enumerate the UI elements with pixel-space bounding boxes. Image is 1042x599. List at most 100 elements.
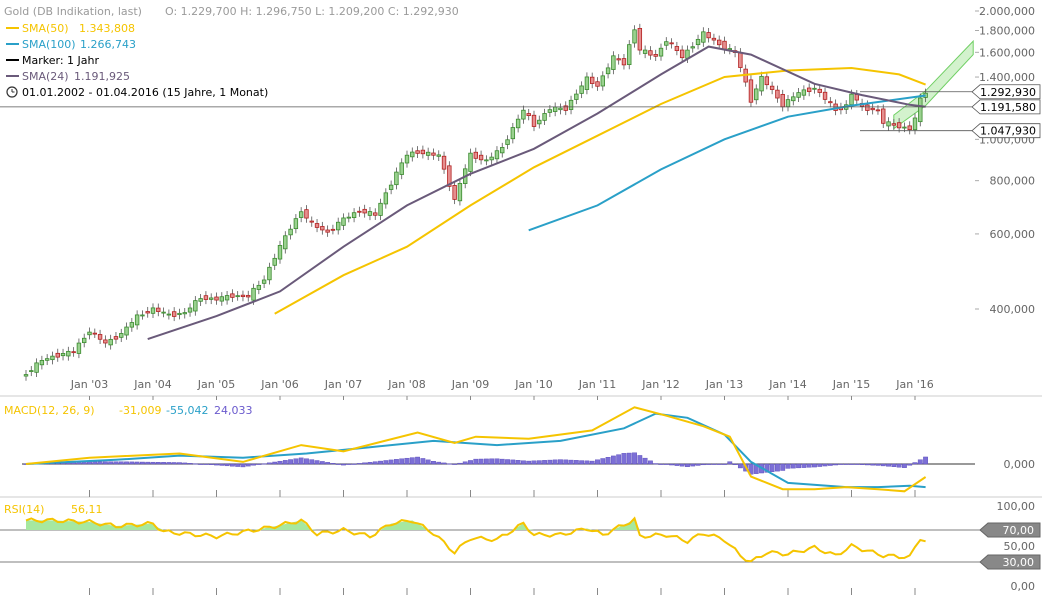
macd-histogram-bar [256,463,262,465]
candle [166,313,172,316]
macd-histogram-bar [388,459,394,465]
candle [378,202,383,216]
macd-histogram-bar [436,461,442,465]
macd-label[interactable]: MACD(12, 26, 9) [4,404,95,417]
rsi-label[interactable]: RSI(14) [4,503,44,516]
macd-histogram-bar [790,463,796,469]
macd-histogram-bar [573,460,579,465]
candle [473,151,478,159]
candle [425,151,431,156]
candle [616,58,621,61]
candle [590,76,595,84]
macd-histogram-bar [182,462,188,465]
rsi-line [25,516,926,563]
price-tag-box [971,84,1041,100]
candle [552,106,558,112]
macd-histogram-bar [801,463,807,468]
candle [563,105,568,111]
rsi-level-label: 30,00 [1003,556,1035,569]
x-tick-label: Jan '03 [70,378,108,391]
candle [701,31,706,43]
candle [325,229,330,233]
macd-histogram-bar [177,462,182,465]
price-tag: 1.047,930 [971,123,1041,139]
macd-histogram-bar [833,463,839,466]
candle [224,295,230,301]
candle [664,41,669,46]
candle [283,235,288,250]
candle [918,97,923,123]
candle [246,294,251,298]
macd-histogram-bar [912,462,918,465]
legend-sma24-value: 1.191,925 [74,70,130,83]
candle [441,155,447,170]
candle [568,99,574,110]
macd-histogram-bar [489,458,495,465]
candle [690,46,695,49]
candle [849,93,854,106]
legend-sma24-label[interactable]: SMA(24) [22,70,69,83]
candle [304,209,309,219]
macd-histogram-bar [446,463,452,465]
macd-histogram-bar [298,457,304,465]
macd-histogram-bar [563,459,569,465]
macd-histogram-bar [351,463,357,465]
macd-histogram-bar [399,458,405,465]
macd-histogram-bar [304,458,309,465]
macd-histogram-bar [140,461,145,465]
macd-histogram-bar [473,458,479,465]
trend-channel [893,39,974,130]
candle [896,122,902,129]
macd-histogram-bar [558,459,563,465]
y-tick-label: 1.400,000 [979,71,1035,84]
macd-histogram-bar [695,463,701,466]
macd-histogram-bar [706,463,712,465]
rsi-y-tick: 0,00 [1011,580,1036,593]
legend-sma50-value: 1.343,808 [79,22,135,35]
candle [119,333,124,338]
rsi-y-tick: 100,00 [997,500,1036,513]
macd-histogram-bar [722,463,727,465]
candle [796,92,801,98]
macd-histogram-bar [669,463,674,466]
y-tick-label: 1.800,000 [979,25,1035,38]
candle [478,154,484,161]
macd-histogram-bar [499,458,505,465]
macd-histogram-bar [849,463,854,465]
candle [775,89,780,99]
candle [632,29,637,44]
legend-sma50-label[interactable]: SMA(50) [22,22,69,35]
candle [754,88,759,101]
macd-histogram-bar [214,463,219,466]
macd-histogram-bar [118,461,124,465]
macd-histogram-bar [383,460,389,465]
macd-histogram-bar [870,463,876,466]
candle [330,228,336,231]
macd-histogram-bar [690,463,696,467]
macd-histogram-bar [187,463,193,465]
candle [764,76,770,86]
macd-histogram-bar [584,460,590,465]
macd-histogram-bar [261,463,267,465]
candle [780,94,785,108]
date-range: 01.01.2002 - 01.04.2016 (15 Jahre, 1 Mon… [22,86,268,99]
candle [214,296,219,301]
macd-histogram-bar [224,463,230,467]
legend-marker-label[interactable]: Marker: 1 Jahr [22,54,99,67]
macd-histogram-bar [579,460,585,465]
macd-histogram-bar [108,461,114,465]
macd-histogram-bar [822,463,828,467]
candle [97,334,103,340]
candle [865,104,870,111]
macd-signal-line [25,412,926,489]
candle [722,40,727,50]
macd-histogram-bar [229,463,235,467]
candle [875,109,881,112]
candle [505,139,510,145]
macd-histogram-bar [208,463,214,465]
legend-sma100-label[interactable]: SMA(100) [22,38,76,51]
macd-histogram-bar [346,463,352,465]
candle [669,42,674,45]
